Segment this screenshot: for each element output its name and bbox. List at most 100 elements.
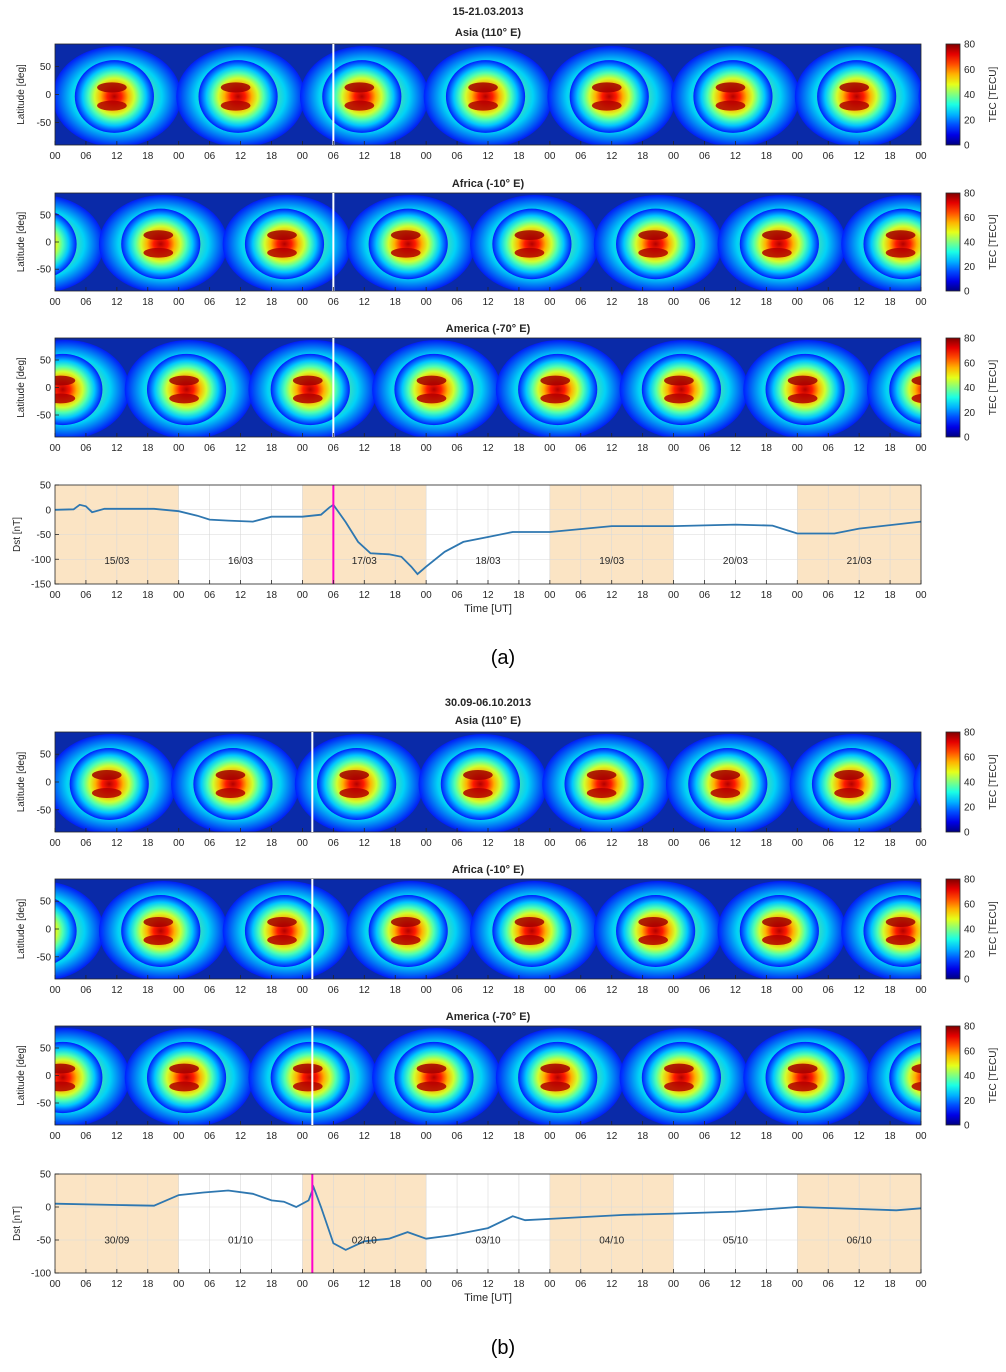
tec-crest-south — [143, 247, 174, 258]
region-title: America (-70° E) — [446, 1011, 531, 1023]
tec-crest-north — [710, 770, 741, 780]
x-tick-label: 06 — [204, 590, 216, 601]
colorbar-tick-label: 0 — [964, 975, 970, 986]
tec-crest-north — [885, 230, 916, 241]
x-tick-label: 12 — [235, 297, 247, 308]
x-tick-label: 00 — [421, 151, 433, 162]
x-tick-label: 18 — [266, 297, 278, 308]
tec-blob — [146, 1041, 227, 1114]
x-tick-label: 18 — [637, 1279, 649, 1290]
colorbar-tick-label: 0 — [964, 828, 970, 839]
x-tick-label: 00 — [544, 985, 556, 996]
x-tick-label: 00 — [668, 985, 680, 996]
x-tick-label: 18 — [513, 151, 525, 162]
x-tick-label: 00 — [173, 297, 185, 308]
tec-crest-north — [839, 82, 870, 93]
tec-crest-south — [416, 1081, 447, 1092]
y-tick-label: 0 — [45, 383, 51, 394]
tec-crest-south — [638, 247, 669, 258]
x-tick-label: 18 — [885, 838, 897, 849]
tec-blob — [146, 353, 227, 426]
x-tick-label: 18 — [761, 297, 773, 308]
x-tick-label: 18 — [637, 151, 649, 162]
x-tick-label: 00 — [915, 838, 927, 849]
x-tick-label: 00 — [544, 151, 556, 162]
tec-blob — [889, 354, 921, 425]
x-tick-label: 06 — [823, 297, 835, 308]
day-label: 17/03 — [352, 556, 377, 567]
tec-blobs — [55, 1027, 921, 1125]
x-tick-label: 00 — [915, 1279, 927, 1290]
tec-crest-south — [787, 1081, 818, 1092]
day-label: 03/10 — [475, 1235, 500, 1246]
colorbar-tick-label: 80 — [964, 875, 976, 886]
x-tick-label: 12 — [730, 590, 742, 601]
x-tick-label: 06 — [328, 985, 340, 996]
tec-crest-north — [787, 1063, 818, 1074]
x-tick-label: 12 — [854, 443, 866, 454]
x-tick-label: 06 — [575, 151, 587, 162]
y-tick-label: -50 — [37, 952, 52, 963]
tec-crest-south — [514, 935, 545, 945]
tec-blob — [55, 1041, 103, 1114]
tec-blob-halo — [913, 760, 921, 808]
x-tick-label: 12 — [606, 151, 618, 162]
region-title: America (-70° E) — [446, 323, 531, 335]
tec-crest-south — [0, 101, 3, 111]
x-tick-label: 18 — [513, 1279, 525, 1290]
x-tick-label: 18 — [761, 590, 773, 601]
x-tick-label: 12 — [730, 1279, 742, 1290]
x-tick-label: 00 — [915, 151, 927, 162]
y-tick-label: -100 — [31, 1269, 51, 1280]
panel-title: 30.09-06.10.2013 — [445, 697, 531, 709]
x-tick-label: 00 — [173, 1131, 185, 1142]
x-tick-label: 00 — [792, 838, 804, 849]
y-tick-label: 0 — [45, 505, 51, 516]
colorbar-tick-label: 60 — [964, 65, 976, 76]
x-tick-label: 18 — [266, 1131, 278, 1142]
tec-crest-north — [55, 375, 76, 386]
x-tick-label: 12 — [359, 838, 371, 849]
x-tick-label: 18 — [637, 443, 649, 454]
tec-blob — [445, 60, 526, 133]
tec-crest-south — [715, 100, 746, 111]
x-tick-label: 00 — [297, 590, 309, 601]
x-tick-label: 18 — [513, 443, 525, 454]
tec-crest-south — [468, 100, 498, 111]
tec-crest-north — [514, 230, 545, 241]
tec-crest-north — [540, 1063, 571, 1074]
y-tick-label: -100 — [31, 555, 51, 566]
x-tick-label: 18 — [142, 838, 154, 849]
tec-blob — [394, 353, 474, 426]
day-label: 05/10 — [723, 1235, 748, 1246]
x-tick-label: 06 — [699, 838, 711, 849]
x-tick-label: 06 — [575, 297, 587, 308]
tec-crest-south — [664, 393, 694, 404]
x-tick-label: 06 — [452, 443, 464, 454]
x-tick-label: 12 — [854, 151, 866, 162]
y-axis-label: Latitude [deg] — [16, 1045, 27, 1106]
colorbar-tick-label: 0 — [964, 433, 970, 444]
tec-crest-south — [885, 935, 916, 945]
tec-blob — [69, 748, 149, 820]
y-tick-label: -50 — [37, 1099, 52, 1110]
tec-crest-north — [339, 770, 370, 780]
tec-crest-north — [638, 917, 669, 927]
tec-crest-north — [834, 770, 864, 780]
x-tick-label: 12 — [111, 443, 123, 454]
tec-blobs — [55, 734, 921, 832]
tec-blob — [863, 208, 921, 280]
tec-crest-north — [416, 1063, 447, 1074]
x-tick-label: 12 — [730, 151, 742, 162]
tec-crest-south — [762, 935, 792, 945]
y-tick-label: -50 — [37, 805, 52, 816]
x-tick-label: 12 — [235, 443, 247, 454]
y-axis-label: Dst [nT] — [12, 1206, 23, 1241]
x-tick-label: 00 — [297, 443, 309, 454]
panel-a — [0, 43, 961, 585]
x-tick-label: 12 — [854, 1279, 866, 1290]
day-label: 06/10 — [847, 1235, 872, 1246]
x-tick-label: 18 — [513, 838, 525, 849]
x-tick-label: 06 — [575, 1279, 587, 1290]
